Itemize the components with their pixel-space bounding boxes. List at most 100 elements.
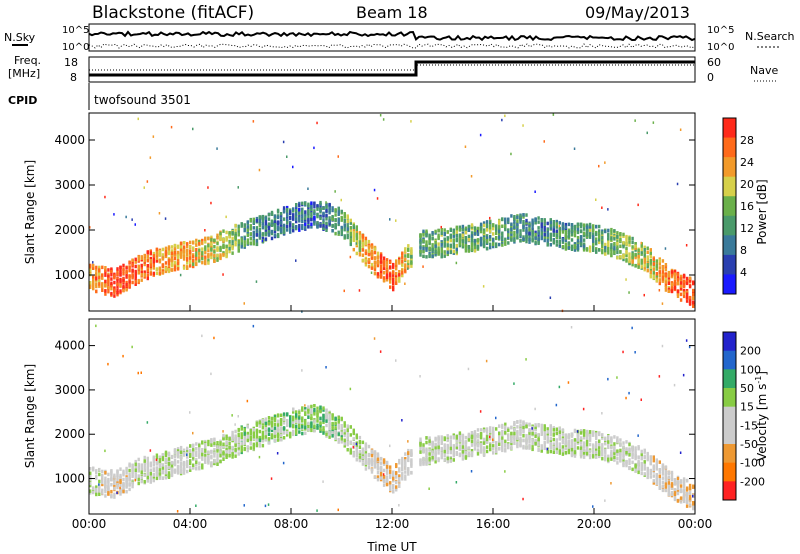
echo-cell <box>664 265 668 269</box>
echo-cell <box>258 221 262 226</box>
echo-cell <box>325 213 328 218</box>
echo-cell <box>246 434 249 439</box>
echo-cell <box>449 459 452 463</box>
echo-cell <box>289 419 292 423</box>
echo-cell <box>98 279 101 283</box>
echo-cell <box>516 420 519 424</box>
echo-cell <box>470 175 473 178</box>
echo-cell <box>482 438 486 443</box>
echo-cell <box>343 215 346 219</box>
echo-cell <box>104 289 107 293</box>
echo-cell <box>137 258 140 262</box>
echo-cell <box>243 504 245 507</box>
echo-cell <box>304 213 307 217</box>
echo-cell <box>513 431 516 436</box>
echo-cell <box>237 242 240 247</box>
echo-cell <box>192 255 195 259</box>
echo-cell <box>292 165 294 169</box>
echo-cell <box>286 218 289 223</box>
echo-cell <box>261 225 265 230</box>
echo-cell <box>210 252 213 256</box>
cpid-panel: CPID twofsound 3501 <box>8 83 191 110</box>
y-tick-label: 3000 <box>54 178 85 192</box>
echo-cell <box>501 442 504 446</box>
echo-cell <box>370 459 374 464</box>
echo-cell <box>473 245 477 250</box>
echo-cell <box>304 411 307 415</box>
echo-cell <box>379 461 383 465</box>
echo-cell <box>143 468 146 473</box>
echo-cell <box>510 227 513 232</box>
echo-cell <box>531 218 534 222</box>
echo-cell <box>382 483 386 487</box>
echo-cell <box>140 479 143 484</box>
echo-cell <box>649 268 652 272</box>
echo-cell <box>379 264 383 268</box>
echo-cell <box>370 255 374 259</box>
echo-cell <box>201 440 204 444</box>
echo-cell <box>125 490 128 494</box>
echo-cell <box>313 404 316 408</box>
echo-cell <box>125 471 128 475</box>
echo-cell <box>616 245 619 250</box>
echo-cell <box>655 265 658 269</box>
echo-cell <box>286 433 289 437</box>
echo-cell <box>373 459 377 464</box>
echo-cell <box>376 475 380 479</box>
echo-cell <box>470 470 473 473</box>
echo-cell <box>576 243 580 248</box>
echo-cell <box>325 228 328 232</box>
echo-cell <box>186 242 189 246</box>
echo-cell <box>446 230 449 234</box>
echo-cell <box>334 226 337 230</box>
echo-cell <box>134 478 136 482</box>
echo-cell <box>149 156 152 159</box>
echo-cell <box>485 430 489 434</box>
echo-cell <box>286 210 289 214</box>
echo-cell <box>134 264 137 269</box>
echo-cell <box>595 232 598 236</box>
echo-cell <box>422 447 425 452</box>
echo-cell <box>349 255 352 259</box>
echo-cell <box>331 223 334 228</box>
echo-cell <box>298 426 301 430</box>
echo-cell <box>473 249 477 253</box>
echo-cell <box>516 229 519 233</box>
echo-cell <box>492 447 495 451</box>
echo-cell <box>192 449 195 453</box>
echo-cell <box>458 453 462 458</box>
echo-cell <box>473 226 477 230</box>
echo-cell <box>679 298 683 302</box>
echo-cell <box>110 286 113 291</box>
echo-cell <box>625 238 628 243</box>
echo-cell <box>367 264 371 269</box>
echo-cell <box>392 265 395 269</box>
echo-cell <box>492 426 495 431</box>
echo-cell <box>519 439 522 443</box>
echo-cell <box>228 437 231 441</box>
echo-cell <box>531 225 534 229</box>
echo-cell <box>234 442 237 447</box>
echo-cell <box>343 223 346 227</box>
echo-cell <box>373 265 377 269</box>
echo-cell <box>576 227 580 232</box>
echo-cell <box>325 423 328 428</box>
echo-cell <box>458 447 462 451</box>
echo-cell <box>692 304 695 308</box>
echo-cell <box>186 244 189 248</box>
echo-cell <box>398 461 401 465</box>
echo-cell <box>507 437 510 441</box>
echo-cell <box>464 446 468 451</box>
echo-cell <box>189 245 192 249</box>
echo-cell <box>116 485 119 490</box>
echo-cell <box>207 236 210 241</box>
echo-cell <box>249 431 252 436</box>
echo-cell <box>310 421 313 425</box>
echo-cell <box>164 457 168 462</box>
echo-cell <box>152 463 155 467</box>
echo-cell <box>146 461 149 465</box>
echo-cell <box>410 261 413 265</box>
echo-cell <box>255 242 259 246</box>
echo-cell <box>601 235 604 240</box>
echo-cell <box>143 466 146 470</box>
